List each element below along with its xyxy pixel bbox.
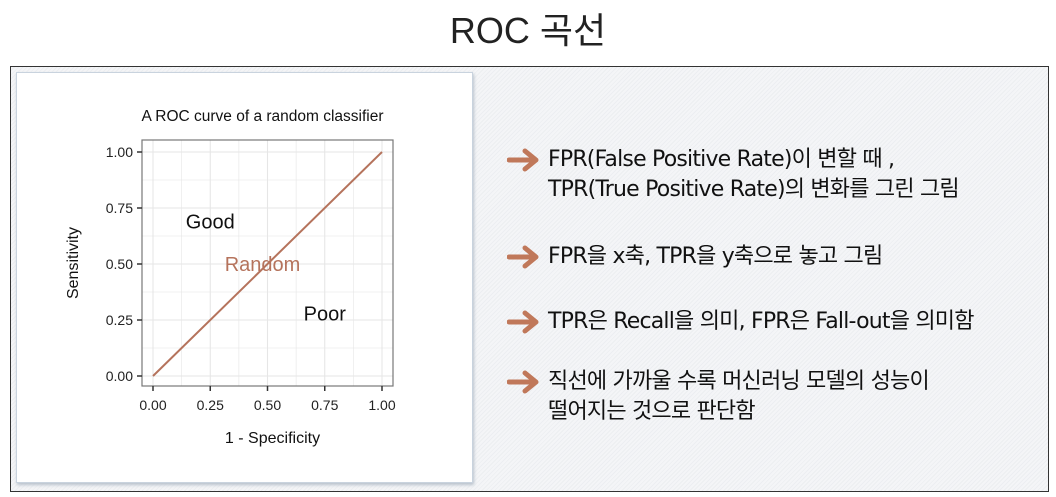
x-tick-label: 0.50	[254, 397, 281, 413]
annotation-random: Random	[225, 254, 301, 276]
arrow-icon	[507, 370, 539, 394]
x-tick-label: 1.00	[368, 397, 395, 413]
bullet-line: 떨어지는 것으로 판단함	[548, 399, 756, 424]
annotation-good: Good	[186, 211, 235, 233]
annotation-poor: Poor	[304, 303, 347, 325]
bullet-2: FPR을 x축, TPR을 y축으로 놓고 그림	[507, 242, 883, 272]
x-tick-label: 0.25	[197, 397, 224, 413]
y-tick-label: 0.25	[106, 312, 133, 328]
bullet-line: 직선에 가까울 수록 머신러닝 모델의 성능이	[548, 369, 930, 394]
roc-chart: 0.00 0.25 0.50 0.75 1.00 0.00 0.25 0.50 0.75 1.00…	[65, 108, 396, 447]
x-tick-label: 0.75	[311, 397, 338, 413]
bullet-line: FPR을 x축, TPR을 y축으로 놓고 그림	[548, 244, 883, 269]
arrow-icon	[507, 148, 539, 172]
bullet-line: FPR(False Positive Rate)이 변할 때 ,	[548, 147, 895, 172]
y-axis-label: Sensitivity	[65, 227, 82, 299]
series-line-random	[152, 151, 383, 377]
y-tick-label: 1.00	[106, 144, 133, 160]
y-tick-label: 0.50	[106, 256, 133, 272]
x-axis-label: 1 - Specificity	[225, 430, 320, 447]
arrow-icon	[507, 245, 539, 269]
y-tick-label: 0.00	[106, 368, 133, 384]
bullet-3: TPR은 Recall을 의미, FPR은 Fall-out을 의미함	[507, 307, 974, 337]
page-title: ROC 곡선	[449, 10, 607, 51]
bullet-4: 직선에 가까울 수록 머신러닝 모델의 성능이 떨어지는 것으로 판단함	[507, 367, 930, 427]
bullet-line: TPR은 Recall을 의미, FPR은 Fall-out을 의미함	[548, 309, 974, 334]
chart-panel: 0.00 0.25 0.50 0.75 1.00 0.00 0.25 0.50 0.75 1.00…	[16, 72, 473, 483]
chart-title: A ROC curve of a random classifier	[141, 108, 383, 125]
arrow-icon	[507, 310, 539, 334]
bullet-line: TPR(True Positive Rate)의 변화를 그린 그림	[548, 177, 960, 202]
y-tick-label: 0.75	[106, 200, 133, 216]
x-tick-label: 0.00	[139, 397, 166, 413]
bullet-1: FPR(False Positive Rate)이 변할 때 , TPR(Tru…	[507, 145, 960, 205]
